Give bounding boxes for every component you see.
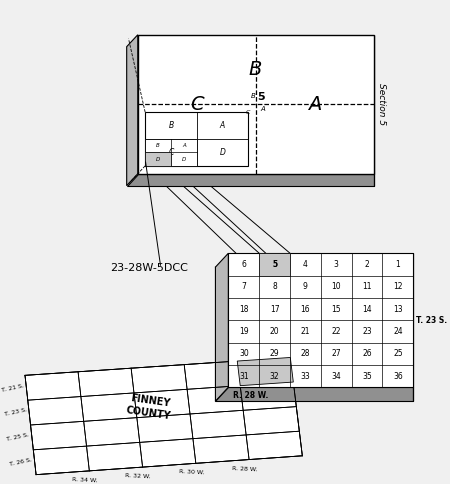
Polygon shape xyxy=(237,358,293,386)
Text: 8: 8 xyxy=(272,282,277,291)
Text: 28: 28 xyxy=(301,349,310,358)
Text: 18: 18 xyxy=(239,304,248,314)
Text: R. 28 W.: R. 28 W. xyxy=(232,466,257,472)
Text: 5: 5 xyxy=(257,92,265,102)
Text: 23-28W-5DCC: 23-28W-5DCC xyxy=(110,263,188,273)
Text: 6: 6 xyxy=(241,260,246,269)
Polygon shape xyxy=(259,253,290,275)
Text: 11: 11 xyxy=(362,282,372,291)
Text: A: A xyxy=(220,121,225,130)
Polygon shape xyxy=(145,112,248,166)
Text: 19: 19 xyxy=(239,327,248,336)
Text: 22: 22 xyxy=(332,327,341,336)
Text: 25: 25 xyxy=(393,349,403,358)
Text: 3: 3 xyxy=(334,260,339,269)
Text: 12: 12 xyxy=(393,282,403,291)
Text: 10: 10 xyxy=(331,282,341,291)
Polygon shape xyxy=(145,152,171,166)
Text: 9: 9 xyxy=(303,282,308,291)
Text: 29: 29 xyxy=(270,349,279,358)
Polygon shape xyxy=(228,253,413,387)
Text: 13: 13 xyxy=(393,304,403,314)
Text: 20: 20 xyxy=(270,327,279,336)
Text: 31: 31 xyxy=(239,372,248,380)
Text: C: C xyxy=(246,110,251,115)
Text: A: A xyxy=(261,106,265,112)
Text: R. 34 W.: R. 34 W. xyxy=(72,477,98,483)
Polygon shape xyxy=(127,174,374,186)
Text: 34: 34 xyxy=(331,372,341,380)
Text: 36: 36 xyxy=(393,372,403,380)
Text: 30: 30 xyxy=(239,349,249,358)
Text: R. 32 W.: R. 32 W. xyxy=(125,473,151,479)
Text: 26: 26 xyxy=(362,349,372,358)
Text: 7: 7 xyxy=(241,282,246,291)
Text: 33: 33 xyxy=(301,372,310,380)
Text: B: B xyxy=(156,143,160,148)
Text: D: D xyxy=(182,157,186,162)
Text: T. 25 S.: T. 25 S. xyxy=(7,433,30,442)
Text: 5: 5 xyxy=(272,260,277,269)
Text: 2: 2 xyxy=(364,260,369,269)
Text: R. 28 W.: R. 28 W. xyxy=(233,391,268,400)
Text: 1: 1 xyxy=(396,260,400,269)
Text: 32: 32 xyxy=(270,372,279,380)
Text: 35: 35 xyxy=(362,372,372,380)
Text: 4: 4 xyxy=(303,260,308,269)
Text: R. 30 W.: R. 30 W. xyxy=(179,469,204,476)
Text: 16: 16 xyxy=(301,304,310,314)
Text: C: C xyxy=(168,148,174,157)
Text: FINNEY
COUNTY: FINNEY COUNTY xyxy=(126,393,174,421)
Text: C: C xyxy=(190,95,203,114)
Text: T. 23 S.: T. 23 S. xyxy=(416,316,447,325)
Text: B: B xyxy=(249,60,262,79)
Text: 15: 15 xyxy=(331,304,341,314)
Text: T. 21 S.: T. 21 S. xyxy=(1,383,25,393)
Text: Section 5: Section 5 xyxy=(377,83,386,125)
Text: A: A xyxy=(308,95,321,114)
Text: 5: 5 xyxy=(272,260,277,269)
Text: 24: 24 xyxy=(393,327,403,336)
Text: D: D xyxy=(220,148,225,157)
Text: 27: 27 xyxy=(331,349,341,358)
Text: A: A xyxy=(182,143,186,148)
Polygon shape xyxy=(145,139,197,166)
Polygon shape xyxy=(216,387,413,401)
Text: 17: 17 xyxy=(270,304,279,314)
Text: T. 23 S.: T. 23 S. xyxy=(4,408,27,417)
Text: B: B xyxy=(251,93,255,99)
Text: 23: 23 xyxy=(362,327,372,336)
Polygon shape xyxy=(127,35,138,186)
Polygon shape xyxy=(138,35,374,174)
Text: T. 26 S.: T. 26 S. xyxy=(9,457,33,467)
Text: 14: 14 xyxy=(362,304,372,314)
Polygon shape xyxy=(25,358,302,475)
Polygon shape xyxy=(216,253,228,401)
Text: 21: 21 xyxy=(301,327,310,336)
Text: D: D xyxy=(156,157,160,162)
Text: B: B xyxy=(168,121,174,130)
